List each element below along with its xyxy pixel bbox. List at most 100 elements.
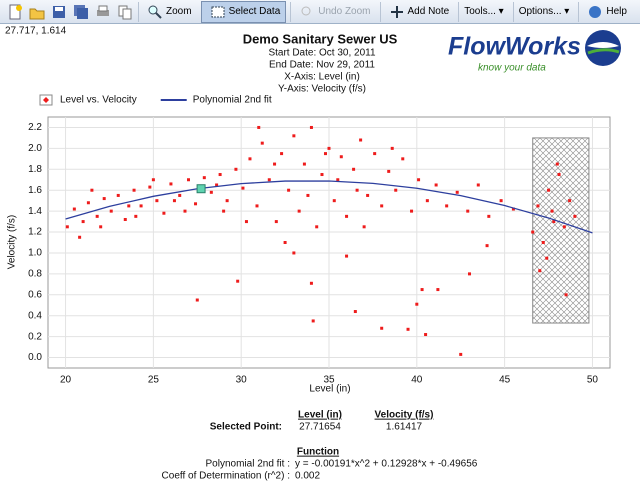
data-point	[380, 204, 384, 208]
add-note-button[interactable]: Add Note	[379, 1, 455, 22]
options-button[interactable]: Options... ▾	[512, 1, 575, 22]
data-point	[302, 162, 306, 166]
y-tick-label: 0.6	[28, 289, 42, 300]
open-icon[interactable]	[29, 4, 45, 20]
data-point	[323, 152, 327, 156]
info-line: End Date: Nov 29, 2011	[269, 60, 375, 71]
zoom-button[interactable]: Zoom	[138, 1, 197, 22]
logo-globe	[585, 30, 621, 66]
select-data-label: Select Data	[228, 6, 281, 17]
data-point	[434, 183, 438, 187]
help-label: Help	[606, 6, 627, 17]
selection-region	[532, 137, 590, 324]
data-point	[476, 183, 480, 187]
help-button[interactable]: Help	[578, 1, 632, 22]
legend-marker	[43, 97, 49, 103]
y-axis-label: Velocity (f/s)	[7, 215, 18, 269]
data-point	[339, 155, 343, 159]
data-point	[536, 204, 540, 208]
fit-formula: y = -0.00191*x^2 + 0.12928*x + -0.49656	[295, 459, 478, 470]
info-line: Y-Axis: Velocity (f/s)	[278, 84, 366, 95]
data-point	[547, 188, 551, 192]
data-point	[292, 251, 296, 255]
y-tick-label: 0.0	[28, 352, 42, 363]
data-point	[241, 186, 245, 190]
undo-icon	[301, 6, 311, 15]
data-point	[550, 209, 554, 213]
data-point	[424, 333, 428, 337]
legend-label: Polynomial 2nd fit	[193, 95, 272, 106]
data-point	[187, 178, 190, 182]
new-icon[interactable]	[7, 4, 23, 20]
data-point	[445, 204, 449, 208]
selected-label: Selected Point:	[210, 422, 282, 433]
chart-title: Demo Sanitary Sewer US	[243, 31, 398, 46]
y-tick-label: 0.4	[28, 310, 42, 321]
select-icon	[211, 6, 225, 17]
y-tick-label: 1.4	[28, 206, 42, 217]
tools-button[interactable]: Tools... ▾	[458, 1, 509, 22]
copy-icon[interactable]	[117, 4, 133, 20]
info-line: X-Axis: Level (in)	[284, 72, 360, 83]
print-icon[interactable]	[95, 4, 111, 20]
data-point	[487, 214, 491, 218]
logo-tagline: know your data	[478, 63, 546, 74]
select-data-button[interactable]: Select Data	[200, 0, 287, 23]
data-point	[236, 279, 240, 283]
data-point	[172, 199, 176, 203]
data-point	[353, 310, 357, 314]
data-point	[169, 182, 173, 186]
data-point	[511, 207, 515, 211]
r2-value: 0.002	[295, 471, 320, 482]
x-axis-label: Level (in)	[309, 384, 350, 395]
data-point	[90, 188, 94, 192]
data-point	[459, 352, 463, 356]
y-tick-label: 1.6	[28, 185, 42, 196]
data-point	[359, 138, 363, 142]
data-point	[562, 225, 566, 229]
x-tick-label: 40	[411, 375, 423, 386]
data-point	[455, 190, 459, 194]
selected-point	[196, 184, 206, 194]
data-point	[499, 199, 503, 203]
data-point	[72, 207, 76, 211]
y-tick-label: 2.0	[28, 143, 42, 154]
options-label: Options...	[518, 6, 562, 17]
tools-label: Tools...	[464, 6, 496, 17]
zoom-label: Zoom	[166, 6, 192, 17]
data-point	[552, 220, 556, 224]
data-point	[248, 157, 252, 161]
data-point	[202, 176, 206, 180]
data-point	[222, 209, 226, 213]
data-point	[148, 185, 152, 189]
data-point	[134, 214, 138, 218]
data-point	[538, 269, 542, 273]
data-point	[215, 183, 219, 187]
data-point	[415, 302, 419, 306]
data-point	[436, 288, 440, 292]
data-point	[336, 178, 340, 182]
toolbar: Zoom Select Data Undo Zoom Add Note Tool…	[0, 0, 640, 24]
data-point	[380, 326, 384, 330]
data-point	[545, 256, 549, 260]
data-point	[352, 167, 356, 171]
data-point	[468, 272, 471, 276]
data-point	[306, 193, 310, 197]
data-point	[345, 214, 349, 218]
data-point	[373, 152, 377, 156]
data-point	[162, 211, 166, 215]
data-point	[410, 209, 414, 213]
data-point	[225, 199, 229, 203]
y-tick-label: 1.0	[28, 248, 42, 259]
data-point	[320, 173, 324, 177]
data-point	[86, 201, 90, 205]
help-icon	[589, 5, 602, 18]
data-point	[95, 214, 99, 218]
data-point	[362, 225, 366, 229]
undo-zoom-button[interactable]: Undo Zoom	[290, 1, 375, 22]
save-icon[interactable]	[51, 4, 67, 20]
selected-velocity: 1.61417	[386, 422, 423, 433]
save-all-icon[interactable]	[73, 4, 89, 20]
data-point	[178, 193, 182, 197]
